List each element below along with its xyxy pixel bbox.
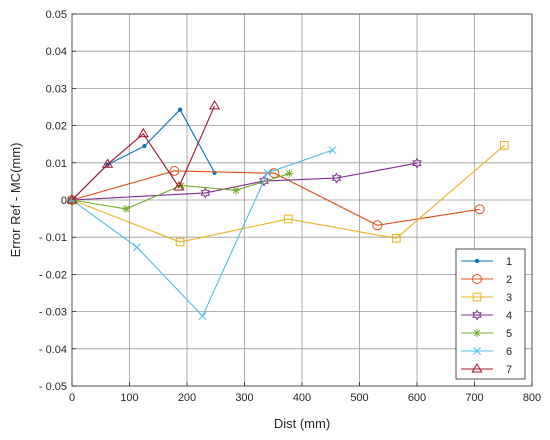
data-point [142,143,147,149]
legend: 1 2 3 4 5 6 7 [455,248,526,380]
data-point [472,309,482,321]
data-point [285,169,294,178]
data-point [175,237,185,247]
legend-entry: 4 [461,309,512,322]
data-point [372,220,383,231]
data-point [231,186,240,195]
axis-ticks: 0 100 200 300 400 500 600 700 800 - 0.05 - 0.04 - 0… [39,9,541,404]
x-tick-label: 600 [408,392,426,404]
x-tick-label: 300 [235,392,253,404]
data-point [137,127,149,138]
data-point [283,214,293,224]
data-point [472,274,482,284]
y-tick-label: 0.03 [46,83,67,95]
y-tick-label: - 0.01 [39,232,67,244]
legend-label: 4 [506,310,512,322]
y-tick-label: 0.02 [46,121,67,133]
legend-entry: 6 [461,346,512,358]
legend-label: 6 [506,346,512,358]
data-point [331,172,342,184]
data-point [122,204,131,213]
data-point [472,292,482,302]
y-tick-label: 0.04 [46,46,67,58]
y-tick-label: - 0.05 [39,381,67,393]
data-point [209,99,221,110]
data-point [328,146,337,155]
data-point [412,157,422,169]
data-point [472,328,482,338]
y-tick-label: - 0.04 [39,344,67,356]
data-point [66,194,78,204]
data-point [102,158,114,168]
data-point [200,187,211,199]
legend-label: 3 [506,292,512,304]
legend-entry: 3 [461,292,512,304]
grid [72,14,532,386]
y-tick-label: 0 [61,195,67,207]
y-tick-label: 0.01 [46,158,67,170]
data-point [471,363,483,373]
x-tick-label: 700 [465,392,483,404]
data-point [173,181,185,191]
legend-label: 2 [506,274,512,286]
x-tick-label: 100 [120,392,138,404]
data-point [500,140,509,150]
legend-entry: 5 [461,328,512,340]
data-point [474,204,485,215]
legend-box [455,248,526,380]
series-line [71,170,480,226]
data-point [474,258,480,264]
data-point [178,107,183,112]
data-point [133,243,141,252]
data-point [259,175,269,187]
series-line [71,144,505,243]
legend-label: 5 [506,328,512,340]
data-point [391,233,401,243]
data-point [198,312,207,321]
data-point [263,168,272,177]
data-series [66,99,509,321]
data-point [169,165,180,176]
x-tick-label: 400 [293,392,311,404]
series-7 [66,99,221,204]
y-tick-label: 0.05 [46,9,67,21]
legend-label: 7 [506,364,512,376]
y-axis-label: Error Ref - MC(mm) [8,143,23,258]
x-tick-label: 200 [178,392,196,404]
x-tick-label: 0 [69,392,75,404]
data-point [67,194,77,206]
x-tick-label: 500 [350,392,368,404]
y-tick-label: - 0.02 [39,269,67,281]
series-6 [68,146,337,321]
legend-label: 1 [506,256,512,268]
series-line [71,105,216,201]
data-point [473,347,481,355]
legend-entry: 7 [461,363,512,376]
legend-entry: 2 [461,274,512,286]
x-axis-label: Dist (mm) [274,416,330,431]
x-tick-label: 800 [523,392,541,404]
legend-entry: 1 [461,256,512,268]
y-tick-label: - 0.03 [39,307,67,319]
